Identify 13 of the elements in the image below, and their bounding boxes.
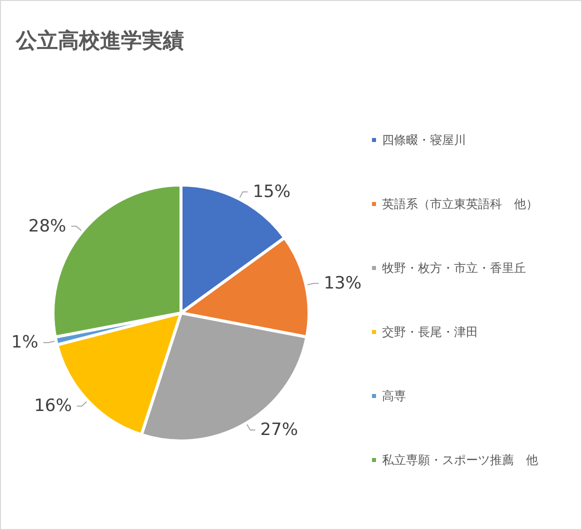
data-label: 16% [34, 396, 72, 416]
chart-title: 公立高校進学実績 [15, 28, 184, 52]
data-label: 1% [11, 332, 38, 353]
data-label: 15% [252, 182, 291, 202]
legend-label: 英語系（市立東英語科 他） [382, 197, 538, 211]
legend-label: 高専 [382, 389, 406, 403]
data-label: 13% [324, 273, 362, 294]
legend-label: 私立専願・スポーツ推薦 他 [382, 453, 538, 467]
legend-label: 牧野・枚方・市立・香里丘 [382, 261, 526, 275]
data-label: 27% [260, 420, 298, 440]
data-label: 28% [28, 216, 66, 236]
legend-label: 四條畷・寝屋川 [382, 133, 466, 147]
legend-label: 交野・長尾・津田 [382, 325, 478, 339]
